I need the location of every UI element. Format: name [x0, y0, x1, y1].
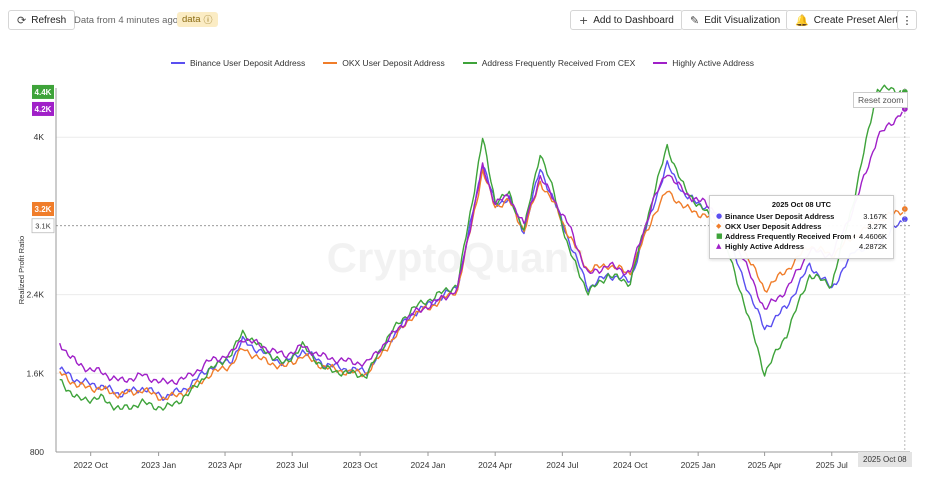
- refresh-label: Refresh: [31, 14, 67, 26]
- y-tick-label: 2.4K: [27, 290, 45, 300]
- bell-icon: 🔔: [795, 13, 809, 27]
- legend-swatch: [170, 62, 185, 64]
- x-tick-label: 2023 Apr: [208, 460, 242, 470]
- series-line-3: [59, 108, 906, 385]
- x-tick-label: 2024 Apr: [478, 460, 512, 470]
- end-value-badge: [32, 84, 54, 99]
- series-end-marker: [900, 215, 909, 224]
- legend-label: Address Frequently Received From CEX: [481, 58, 636, 68]
- end-value-label: 4.2K: [35, 105, 52, 114]
- x-tick-label: 2023 Jan: [141, 460, 176, 470]
- x-tick-label: 2024 Jul: [546, 460, 578, 470]
- tooltip-marker: ◆: [716, 222, 722, 230]
- tooltip-row: ● Binance User Deposit Address 3.167K: [716, 211, 887, 221]
- edit-visualization-label: Edit Visualization: [704, 14, 781, 26]
- edit-visualization-button[interactable]: ✎ Edit Visualization: [681, 10, 790, 30]
- end-value-label: 3.2K: [35, 205, 52, 214]
- tooltip-label: Address Frequently Received From CEX: [725, 231, 856, 241]
- pencil-icon: ✎: [690, 13, 700, 27]
- tooltip-value: 4.4606K: [859, 231, 887, 241]
- tooltip-title: 2025 Oct 08 UTC: [771, 200, 832, 209]
- tooltip-value: 4.2872K: [859, 241, 887, 251]
- tooltip-label: Binance User Deposit Address: [725, 211, 835, 221]
- series-line-1: [59, 168, 906, 401]
- legend-item-cex[interactable]: Address Frequently Received From CEX: [462, 58, 636, 68]
- y-tick-label: 800: [30, 447, 44, 457]
- x-tick-label: 2024 Oct: [613, 460, 648, 470]
- x-crosshair-label: 2025 Oct 08: [858, 452, 912, 467]
- data-badge-label: data: [182, 14, 201, 25]
- x-tick-label: 2024 Jan: [411, 460, 446, 470]
- watermark: CryptoQuant: [327, 234, 584, 281]
- data-status-text: Data from 4 minutes ago: [74, 15, 179, 26]
- x-tick-label: 2025 Jan: [681, 460, 716, 470]
- tooltip-row: ◆ OKX User Deposit Address 3.27K: [716, 221, 887, 231]
- line-chart[interactable]: 800 1.6K 2.4K 4K 2022 Oct 2023 Jan 2023 Apr 202…: [0, 80, 925, 480]
- y-tick-label: 4K: [34, 132, 45, 142]
- crosshair-value-label: 3.1K: [35, 222, 50, 231]
- more-options-button[interactable]: ⋮: [897, 10, 917, 30]
- legend-item-okx[interactable]: OKX User Deposit Address: [323, 58, 445, 68]
- crosshair-value-box: [31, 218, 55, 234]
- data-badge[interactable]: data ⓘ: [177, 12, 218, 27]
- tooltip-value: 3.167K: [863, 211, 887, 221]
- series-line-2: [59, 84, 905, 411]
- tooltip-row: ■ Address Frequently Received From CEX 4…: [716, 231, 887, 241]
- end-value-badge: [32, 101, 54, 116]
- chart-tooltip: 2025 Oct 08 UTC ● Binance User Deposit A…: [709, 195, 894, 259]
- end-value-badge: [32, 202, 54, 217]
- add-to-dashboard-label: Add to Dashboard: [593, 14, 674, 26]
- tooltip-label: OKX User Deposit Address: [725, 221, 822, 231]
- legend-item-highly-active[interactable]: Highly Active Address: [653, 58, 754, 68]
- legend-swatch: [462, 62, 477, 64]
- legend-swatch: [323, 62, 338, 64]
- tooltip-value: 3.27K: [867, 221, 887, 231]
- tooltip-label: Highly Active Address: [725, 241, 805, 251]
- info-icon: ⓘ: [203, 16, 213, 26]
- refresh-button[interactable]: ⟳ Refresh: [8, 10, 76, 30]
- x-tick-label: 2025 Apr: [748, 460, 782, 470]
- y-tick-label: 1.6K: [27, 368, 45, 378]
- legend-swatch: [653, 62, 668, 64]
- legend-label: Binance User Deposit Address: [189, 58, 306, 68]
- x-tick-label: 2023 Oct: [343, 460, 378, 470]
- plus-icon: +: [579, 13, 589, 27]
- legend-item-binance[interactable]: Binance User Deposit Address: [170, 58, 306, 68]
- tooltip-marker: ■: [716, 232, 723, 240]
- x-tick-label: 2022 Oct: [73, 460, 108, 470]
- add-to-dashboard-button[interactable]: + Add to Dashboard: [570, 10, 683, 30]
- refresh-icon: ⟳: [17, 13, 27, 27]
- toolbar: ⟳ Refresh Data from 4 minutes ago data ⓘ…: [0, 0, 925, 40]
- tooltip-marker: ▲: [716, 242, 722, 250]
- end-value-label: 4.4K: [35, 88, 52, 97]
- y-axis-title: Realized Profit Ratio: [17, 236, 26, 304]
- reset-zoom-button[interactable]: Reset zoom: [853, 92, 909, 108]
- tooltip-row: ▲ Highly Active Address 4.2872K: [716, 241, 887, 251]
- legend-label: OKX User Deposit Address: [342, 58, 445, 68]
- tooltip-marker: ●: [716, 212, 723, 220]
- create-preset-alert-button[interactable]: 🔔 Create Preset Alert: [786, 10, 908, 30]
- legend-label: Highly Active Address: [672, 58, 755, 68]
- x-tick-label: 2025 Jul: [816, 460, 848, 470]
- create-preset-alert-label: Create Preset Alert: [813, 14, 899, 26]
- x-tick-label: 2023 Jul: [276, 460, 308, 470]
- more-vertical-icon: ⋮: [901, 14, 913, 27]
- chart-legend: Binance User Deposit Address OKX User De…: [0, 58, 925, 68]
